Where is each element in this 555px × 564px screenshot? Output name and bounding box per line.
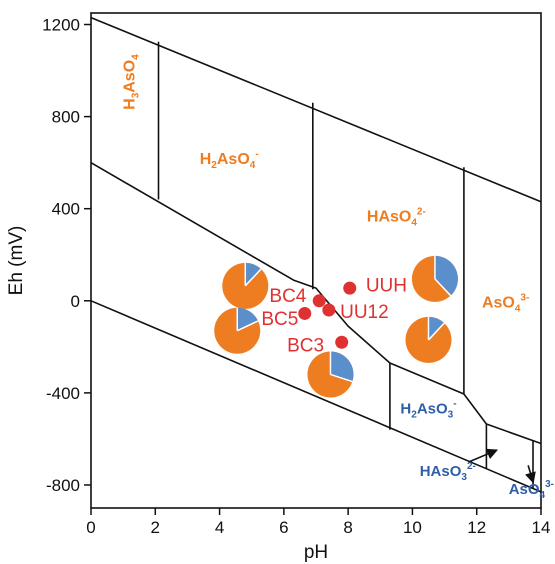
site-point-bc3 [335,335,349,349]
site-label-bc4: BC4 [269,286,306,307]
y-tick-label-1200: 1200 [42,16,80,35]
pie-divider [427,322,445,341]
arrow-0 [468,448,499,463]
species-label-h2aso4: H2AsO4- [200,149,259,171]
x-tick-label-4: 4 [215,518,224,537]
site-point-bc5 [298,306,312,320]
pie-uuh [411,255,458,302]
y-tick-label--800: -800 [46,476,80,495]
pie-slice-blue [330,351,354,382]
pie-divider [244,268,262,287]
x-tick-label-8: 8 [343,518,352,537]
y-tick-label-400: 400 [52,200,80,219]
x-tick-label-12: 12 [467,518,486,537]
y-tick-label--400: -400 [46,384,80,403]
site-point-bc4 [312,294,326,308]
pie-slice-blue [428,316,445,340]
arrow-1 [525,465,536,484]
pie-uu12 [405,316,452,363]
pie-divider [434,278,452,297]
species-label-aso4: AsO43- [482,293,529,315]
x-tick-label-6: 6 [279,518,288,537]
site-label-bc5: BC5 [261,309,298,330]
site-label-bc3: BC3 [287,335,324,356]
plot-frame [90,12,542,509]
x-tick-label-14: 14 [532,518,551,537]
y-tick-label-800: 800 [52,108,80,127]
y-axis-title: Eh (mV) [6,226,27,296]
species-label-h2aso3: H2AsO3- [400,399,456,421]
species-label-haso3: HAsO32- [420,461,476,483]
pie-bc5 [214,307,261,354]
pie-bc4 [222,262,269,309]
boundary-line-2 [90,300,542,493]
x-tick-label-10: 10 [403,518,422,537]
species-label-aso3: AsO43- [509,479,554,501]
pie-bc3 [307,351,354,398]
x-tick-label-0: 0 [86,518,95,537]
pie-divider [330,373,353,383]
site-point-uu12 [322,303,336,317]
y-tick-label-0: 0 [71,292,80,311]
boundary-line-1 [90,162,542,445]
x-axis-title: pH [304,542,328,563]
site-point-uuh [343,281,357,295]
pie-slice-blue [245,262,262,286]
pie-divider [236,320,259,332]
pie-slice-blue [434,255,458,296]
site-label-uuh: UUH [366,276,407,297]
pie-slice-blue [237,307,259,331]
species-label-haso4: HAsO42- [367,206,426,228]
species-label-h3aso4: H3AsO4 [121,54,141,110]
x-tick-label-2: 2 [151,518,160,537]
boundary-line-0 [90,16,542,203]
site-label-uu12: UU12 [340,302,389,323]
